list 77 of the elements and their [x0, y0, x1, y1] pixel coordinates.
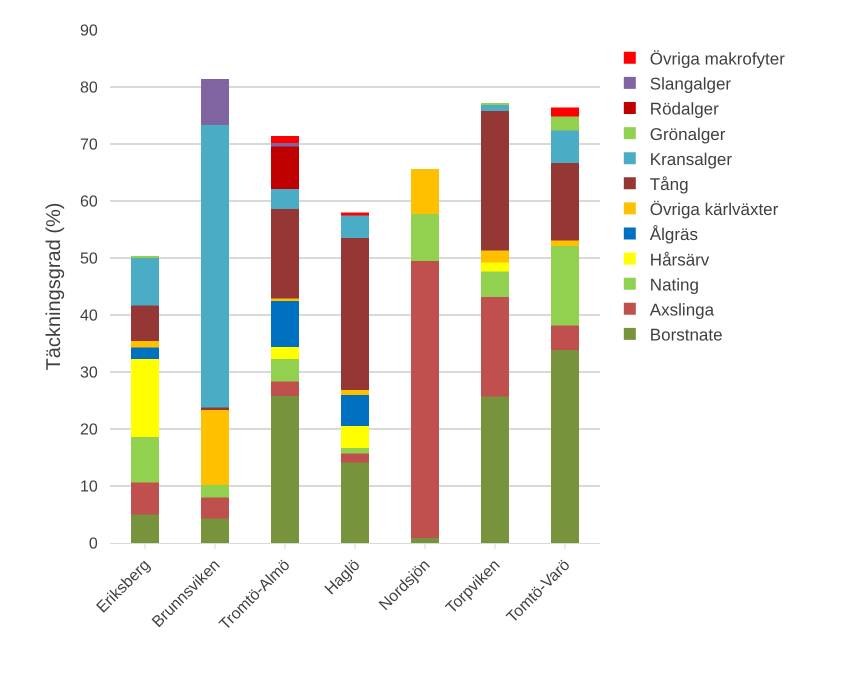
bar — [271, 358, 299, 382]
bar — [201, 407, 229, 410]
legend-label: Axslinga — [650, 300, 715, 320]
bar — [481, 296, 509, 397]
legend-label: Rödalger — [650, 100, 720, 119]
bar — [201, 484, 229, 498]
legend-label: Kransalger — [650, 150, 732, 169]
bar — [271, 396, 299, 543]
bar — [341, 462, 369, 543]
bar — [551, 350, 579, 543]
y-tick-label: 50 — [80, 250, 98, 268]
bar — [341, 394, 369, 426]
y-tick-label: 80 — [80, 80, 98, 97]
bar — [201, 518, 229, 543]
bar — [411, 260, 439, 538]
bar — [341, 448, 369, 454]
y-tick-label: 0 — [88, 536, 98, 553]
bar — [341, 426, 369, 448]
bar — [131, 436, 159, 483]
bar — [481, 250, 509, 263]
y-tick-label: 30 — [80, 364, 98, 382]
y-axis-title: Täckningsgrad (%) — [43, 202, 65, 370]
bar — [481, 262, 509, 272]
bar — [131, 482, 159, 514]
bar — [481, 396, 509, 543]
bar — [131, 341, 159, 348]
y-tick-label: 60 — [80, 194, 98, 211]
legend-label: Övriga makrofyter — [650, 49, 786, 68]
bar — [341, 238, 369, 390]
bar — [551, 246, 579, 326]
bar — [271, 382, 299, 396]
legend-label: Grönalger — [650, 124, 726, 144]
bar — [551, 108, 579, 117]
bar — [271, 208, 299, 298]
bar — [271, 346, 299, 359]
bar — [551, 240, 579, 246]
legend-label: Hårsärv — [650, 250, 710, 270]
bar — [551, 116, 579, 130]
bar — [201, 409, 229, 485]
bar — [481, 105, 509, 111]
bar — [271, 142, 299, 146]
legend-label: Nating — [650, 275, 699, 294]
bar — [551, 325, 579, 350]
bar — [411, 214, 439, 261]
legend-label: Tång — [650, 174, 689, 194]
bar — [411, 169, 439, 214]
bar — [481, 272, 509, 297]
bar — [481, 110, 509, 251]
bar — [131, 358, 159, 437]
bar — [201, 125, 229, 408]
bar — [201, 497, 229, 518]
y-tick-label: 70 — [80, 136, 98, 154]
bar — [271, 300, 299, 347]
bar — [341, 215, 369, 238]
bar — [341, 454, 369, 463]
bar — [411, 538, 439, 543]
legend-label: Slangalger — [650, 74, 732, 94]
legend-label: Borstnate — [650, 326, 723, 345]
y-tick-label: 90 — [80, 22, 98, 40]
y-tick-label: 20 — [80, 422, 98, 439]
bar — [271, 136, 299, 143]
bar — [131, 347, 159, 359]
bar — [551, 162, 579, 240]
bar — [271, 146, 299, 190]
y-tick-label: 40 — [80, 308, 98, 325]
bar — [201, 79, 229, 126]
bar — [551, 130, 579, 163]
bar — [271, 189, 299, 209]
bar — [341, 212, 369, 216]
bar — [271, 298, 299, 301]
legend-label: Övriga kärlväxter — [650, 200, 779, 220]
bar — [131, 305, 159, 342]
bar — [131, 514, 159, 543]
y-tick-label: 10 — [80, 478, 98, 496]
bar — [131, 257, 159, 306]
legend-label: Ålgräs — [650, 225, 698, 244]
bar — [341, 390, 369, 395]
